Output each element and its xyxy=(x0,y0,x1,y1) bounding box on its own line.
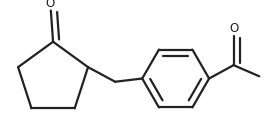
Text: O: O xyxy=(229,22,238,35)
Text: O: O xyxy=(45,0,54,10)
